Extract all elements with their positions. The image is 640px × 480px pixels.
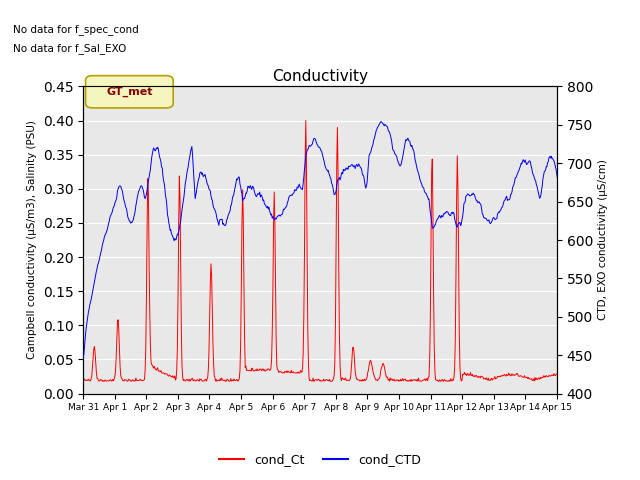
- Text: No data for f_spec_cond: No data for f_spec_cond: [13, 24, 138, 35]
- Legend: cond_Ct, cond_CTD: cond_Ct, cond_CTD: [214, 448, 426, 471]
- Title: Conductivity: Conductivity: [272, 69, 368, 84]
- Y-axis label: Campbell conductivity (μS/m3), Salinity (PSU): Campbell conductivity (μS/m3), Salinity …: [27, 120, 37, 360]
- FancyBboxPatch shape: [86, 76, 173, 108]
- Text: No data for f_Sal_EXO: No data for f_Sal_EXO: [13, 43, 126, 54]
- Y-axis label: CTD, EXO conductivity (μS/cm): CTD, EXO conductivity (μS/cm): [598, 159, 609, 321]
- Text: GT_met: GT_met: [106, 87, 152, 97]
